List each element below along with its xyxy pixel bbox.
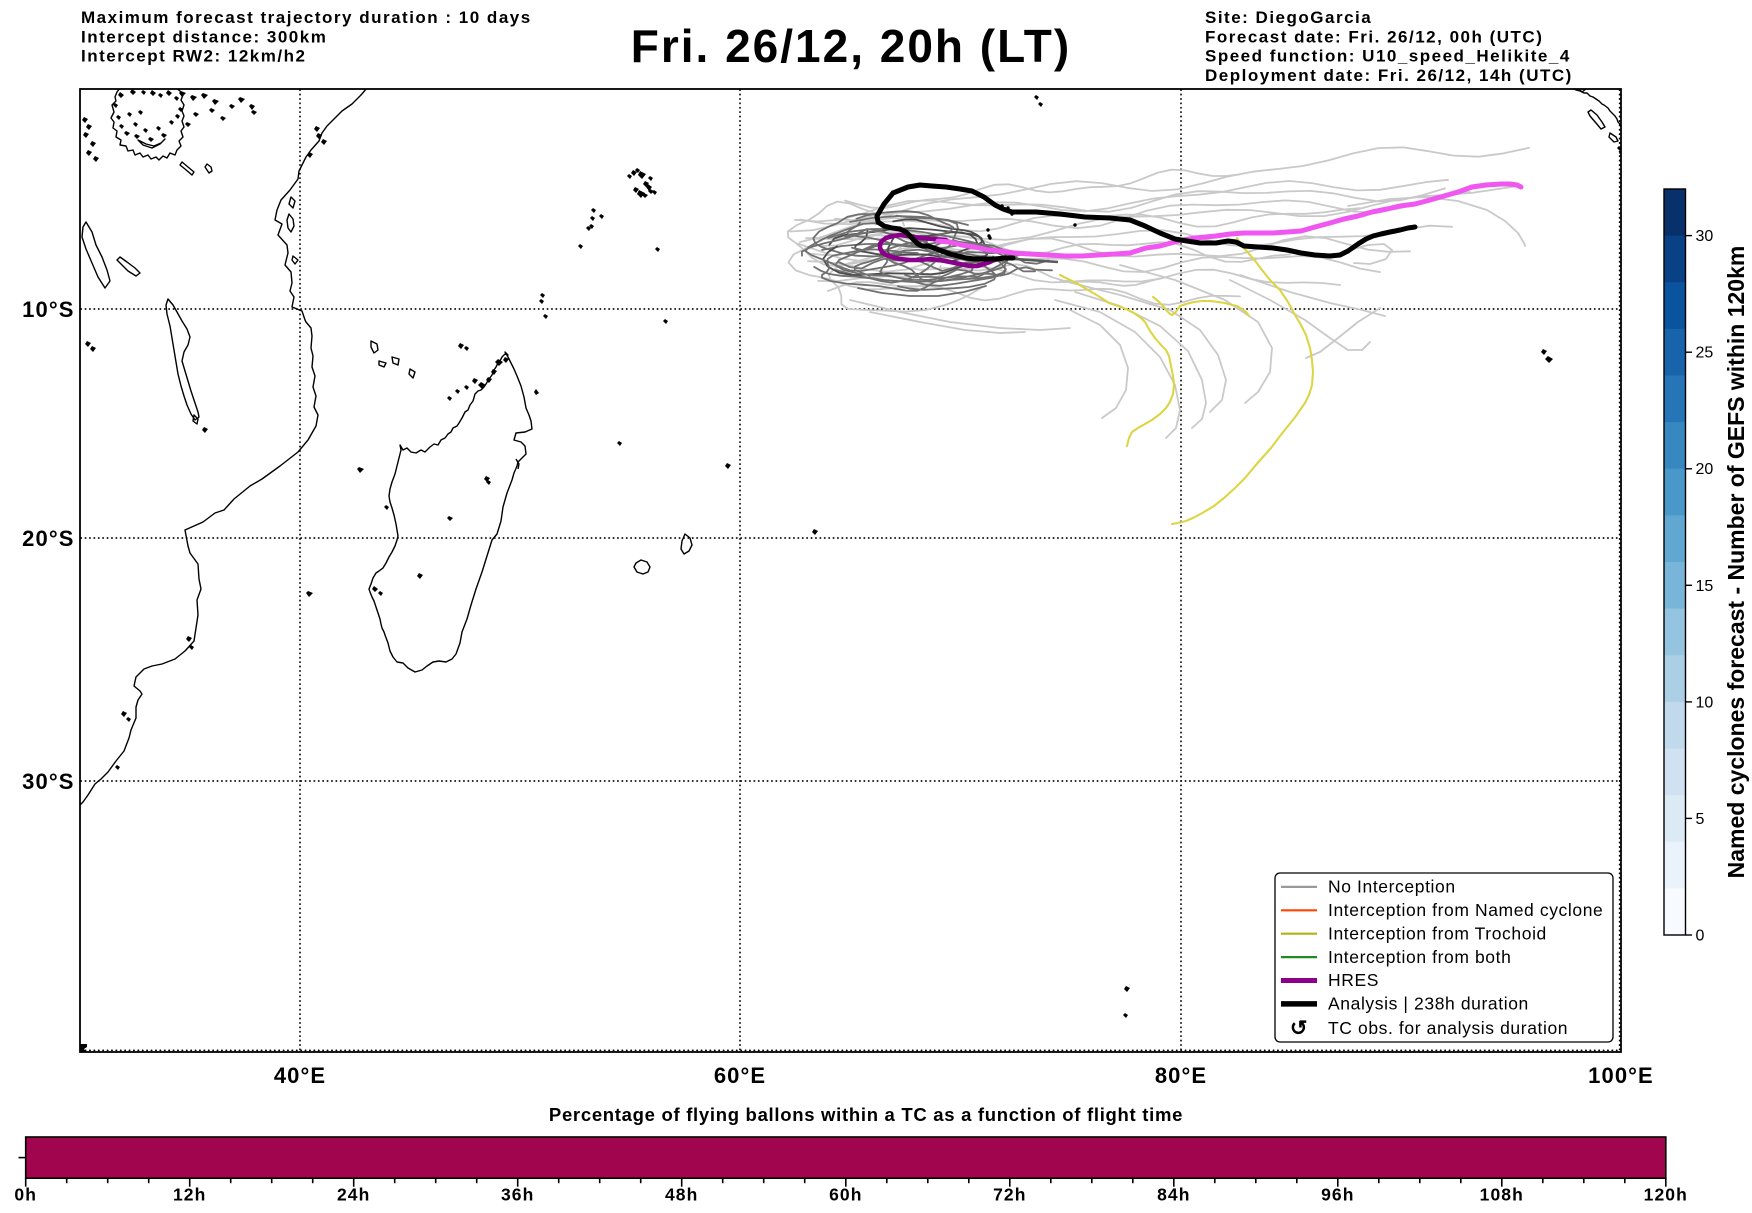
svg-text:Percentage of flying ballons w: Percentage of flying ballons within a TC… (549, 1104, 1183, 1125)
svg-text:30: 30 (1696, 228, 1714, 245)
svg-text:Maximum forecast trajectory du: Maximum forecast trajectory duration : 1… (81, 8, 532, 27)
svg-text:48h: 48h (665, 1185, 698, 1205)
svg-text:20°S: 20°S (22, 526, 74, 551)
svg-text:12h: 12h (173, 1185, 206, 1205)
svg-text:25: 25 (1696, 345, 1714, 362)
svg-text:Analysis | 238h duration: Analysis | 238h duration (1328, 994, 1529, 1014)
svg-text:Interception from Named cyclon: Interception from Named cyclone (1328, 900, 1603, 920)
svg-text:84h: 84h (1157, 1185, 1190, 1205)
svg-text:15: 15 (1696, 578, 1714, 595)
svg-text:Intercept RW2: 12km/h2: Intercept RW2: 12km/h2 (81, 47, 306, 66)
svg-text:Deployment date: Fri. 26/12, 1: Deployment date: Fri. 26/12, 14h (UTC) (1205, 66, 1573, 85)
svg-text:Named cyclones forecast - Numb: Named cyclones forecast - Number of GEFS… (1723, 246, 1749, 879)
svg-text:Speed function: U10_speed_Heli: Speed function: U10_speed_Helikite_4 (1205, 47, 1571, 66)
svg-text:30°S: 30°S (22, 769, 74, 794)
svg-text:TC obs. for analysis duration: TC obs. for analysis duration (1328, 1018, 1568, 1038)
svg-text:Site: DiegoGarcia: Site: DiegoGarcia (1205, 8, 1372, 27)
svg-text:5: 5 (1696, 811, 1705, 828)
svg-text:Forecast date: Fri. 26/12, 00h: Forecast date: Fri. 26/12, 00h (UTC) (1205, 27, 1543, 46)
svg-text:Interception from both: Interception from both (1328, 947, 1511, 967)
svg-text:108h: 108h (1480, 1185, 1524, 1205)
svg-text:36h: 36h (501, 1185, 534, 1205)
svg-text:No Interception: No Interception (1328, 877, 1456, 897)
svg-text:80°E: 80°E (1155, 1063, 1207, 1088)
svg-text:60°E: 60°E (714, 1063, 766, 1088)
svg-text:0h: 0h (14, 1185, 37, 1205)
svg-text:10°S: 10°S (22, 297, 74, 322)
svg-text:72h: 72h (993, 1185, 1026, 1205)
svg-text:20: 20 (1696, 461, 1714, 478)
svg-text:Interception from Trochoid: Interception from Trochoid (1328, 923, 1547, 943)
svg-text:96h: 96h (1321, 1185, 1354, 1205)
svg-text:Intercept distance: 300km: Intercept distance: 300km (81, 27, 327, 46)
svg-text:100°E: 100°E (1588, 1063, 1654, 1088)
svg-text:0: 0 (1696, 928, 1705, 945)
svg-text:Fri. 26/12, 20h (LT): Fri. 26/12, 20h (LT) (631, 20, 1071, 72)
svg-text:120h: 120h (1644, 1185, 1688, 1205)
svg-text:10: 10 (1696, 694, 1714, 711)
svg-text:HRES: HRES (1328, 970, 1379, 990)
svg-text:60h: 60h (829, 1185, 862, 1205)
svg-text:40°E: 40°E (274, 1063, 326, 1088)
svg-text:↺: ↺ (1290, 1017, 1308, 1040)
svg-text:24h: 24h (337, 1185, 370, 1205)
